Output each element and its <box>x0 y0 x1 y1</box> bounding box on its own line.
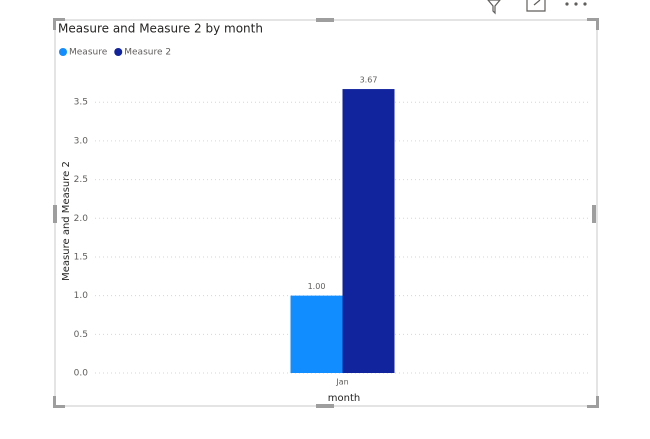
x-tick-label: Jan <box>335 378 348 387</box>
data-label: 1.00 <box>308 282 326 291</box>
y-axis-title: Measure and Measure 2 <box>61 161 72 281</box>
bar <box>290 295 343 373</box>
y-tick-label: 2.5 <box>74 175 88 185</box>
chart-title: Measure and Measure 2 by month <box>58 22 263 36</box>
y-tick-label: 1.5 <box>74 252 88 262</box>
y-tick-label: 0.0 <box>74 369 89 379</box>
y-tick-label: 0.5 <box>74 330 88 340</box>
y-tick-label: 3.0 <box>74 136 89 146</box>
legend-marker <box>59 48 67 56</box>
y-tick-label: 3.5 <box>74 98 88 108</box>
legend-label: Measure 2 <box>124 48 171 58</box>
y-tick-label: 2.0 <box>74 214 89 224</box>
resize-handles <box>53 18 599 408</box>
legend-label: Measure <box>69 48 108 58</box>
x-axis-title: month <box>328 393 360 404</box>
y-tick-label: 1.0 <box>74 291 89 301</box>
visual-header-icons[interactable] <box>487 0 587 15</box>
bar <box>342 89 395 373</box>
legend-marker <box>114 48 123 56</box>
data-label: 3.67 <box>360 76 378 85</box>
